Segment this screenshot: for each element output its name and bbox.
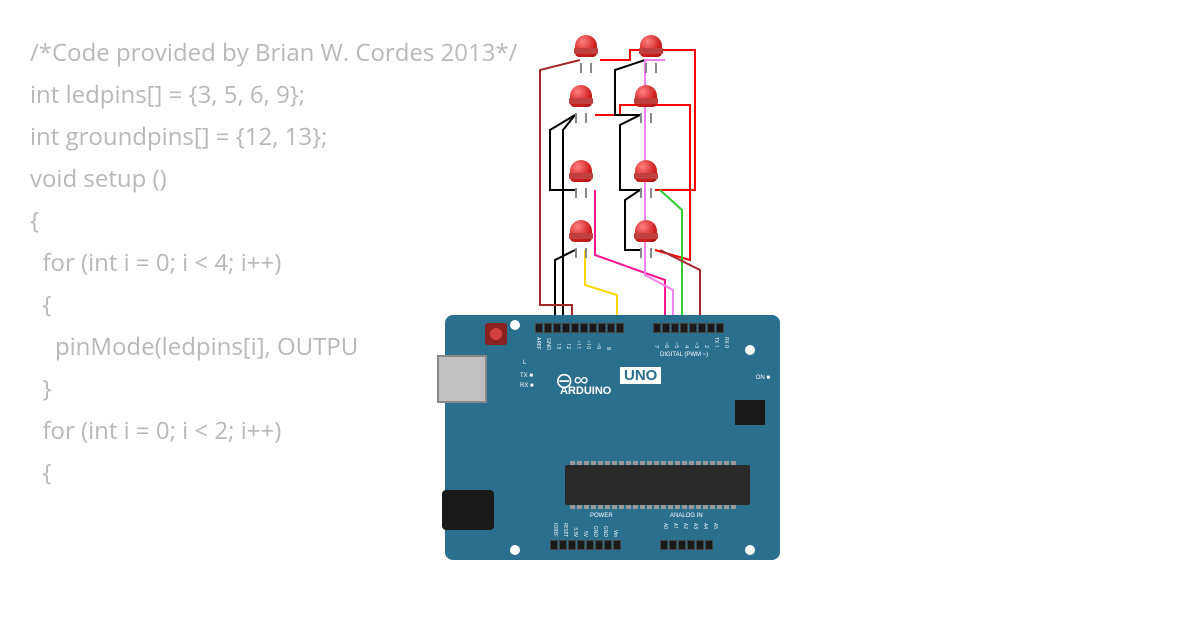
arduino-model: UNO <box>620 367 661 384</box>
on-label: ON ■ <box>756 375 770 381</box>
analog-header <box>660 540 713 550</box>
mounting-hole <box>745 545 755 555</box>
led-component <box>635 160 657 190</box>
power-label: POWER <box>590 513 613 519</box>
mounting-hole <box>510 320 520 330</box>
pin-labels-top-2: 7~6~54~32TX 1RX 0 <box>653 337 731 348</box>
l-led-label: L <box>523 360 526 366</box>
mounting-hole <box>745 345 755 355</box>
led-component <box>570 160 592 190</box>
led-component <box>570 220 592 250</box>
analog-label: ANALOG IN <box>670 513 703 519</box>
arduino-brand: ARDUINO <box>560 385 611 397</box>
pin-labels-bot-1: IOREFRESET3.3V5VGNDGNDVin <box>550 523 618 537</box>
digital-label: DIGITAL (PWM ~) <box>660 352 708 358</box>
pin-labels-top-1: AREFGND1312~11~10~98 <box>535 337 613 350</box>
led-component <box>635 220 657 250</box>
led-component <box>635 85 657 115</box>
led-component <box>640 35 662 65</box>
led-component <box>575 35 597 65</box>
tx-led-label: TX ■ <box>520 373 533 379</box>
usb-port <box>437 355 487 403</box>
power-header <box>550 540 621 550</box>
reset-button <box>485 323 507 345</box>
digital-header-1 <box>535 323 624 333</box>
wire <box>595 190 665 325</box>
circuit-diagram: AREFGND1312~11~10~98 7~6~54~32TX 1RX 0 I… <box>420 30 820 610</box>
icsp-header <box>735 400 765 425</box>
digital-header-2 <box>653 323 724 333</box>
atmega-chip <box>565 465 750 505</box>
power-jack <box>442 490 494 530</box>
rx-led-label: RX ■ <box>520 383 534 389</box>
led-component <box>570 85 592 115</box>
mounting-hole <box>510 545 520 555</box>
pin-labels-bot-2: A0A1A2A3A4A5 <box>660 523 718 529</box>
arduino-board: AREFGND1312~11~10~98 7~6~54~32TX 1RX 0 I… <box>445 315 780 560</box>
